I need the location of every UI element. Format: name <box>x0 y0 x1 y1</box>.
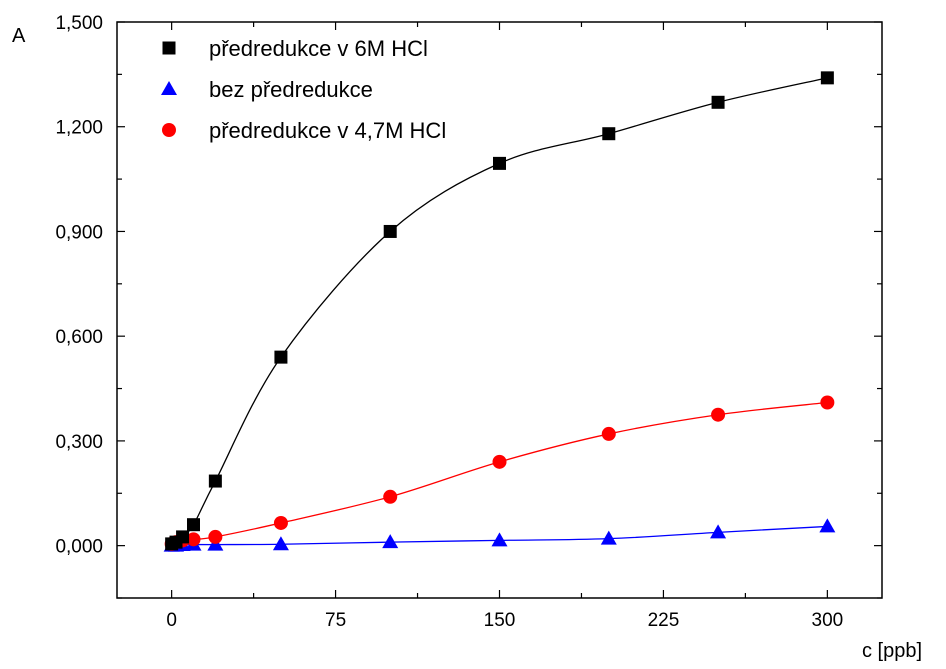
legend-marker-2 <box>161 81 177 95</box>
y-tick-label: 0,900 <box>55 222 103 243</box>
series-2-point <box>272 536 289 551</box>
plot-frame <box>116 21 883 599</box>
series-3-line <box>171 401 828 545</box>
series-2-point <box>710 524 727 539</box>
series-3-point <box>383 489 398 504</box>
x-tick-label: 0 <box>166 610 177 631</box>
series-1-point <box>493 156 506 170</box>
ticks-layer: 0 75 150 225 300 0,000 0,300 0,600 0,900 1,200 1,5… <box>55 13 882 631</box>
legend-marker-3 <box>162 123 176 137</box>
series-1-point <box>383 224 397 238</box>
x-axis-title: c [ppb] <box>862 640 922 662</box>
y-tick-label: 0,300 <box>55 432 103 453</box>
series-3-point <box>186 532 201 547</box>
series-1-point <box>208 474 222 488</box>
series-3-point <box>492 454 507 469</box>
x-tick-label: 300 <box>812 610 844 631</box>
series-2-point <box>491 532 508 547</box>
y-tick-label: 1,500 <box>55 13 103 34</box>
series-2-point <box>600 530 617 545</box>
y-tick-label: 1,200 <box>55 118 103 139</box>
curves-layer <box>171 77 828 547</box>
y-axis-title: A <box>12 25 26 47</box>
series-3-point <box>273 515 288 530</box>
series-1-point <box>176 530 190 544</box>
x-tick-label: 225 <box>648 610 680 631</box>
legend-label-1: předredukce v 6M HCl <box>209 36 428 61</box>
legend: předredukce v 6M HCl bez předredukce předr… <box>161 36 446 143</box>
series-2-point <box>382 534 399 549</box>
legend-label-2: bez předredukce <box>209 77 373 102</box>
series-1-point <box>602 127 616 141</box>
series-1-line <box>171 77 828 545</box>
series-1-point <box>711 95 725 109</box>
series-3-point <box>208 529 223 544</box>
y-tick-label: 0,000 <box>55 537 103 558</box>
series-1-point <box>187 518 200 532</box>
series-3-point <box>711 407 726 422</box>
series-1-point <box>274 350 288 364</box>
x-tick-label: 150 <box>484 610 516 631</box>
series-1-point <box>820 71 834 85</box>
legend-label-3: předredukce v 4,7M HCl <box>209 118 446 143</box>
x-tick-label: 75 <box>325 610 346 631</box>
points-layer <box>163 71 836 552</box>
series-3-point <box>820 395 835 410</box>
series-3-point <box>601 426 616 441</box>
legend-marker-1 <box>162 41 176 55</box>
series-2-point <box>819 518 836 533</box>
y-tick-label: 0,600 <box>55 327 103 348</box>
